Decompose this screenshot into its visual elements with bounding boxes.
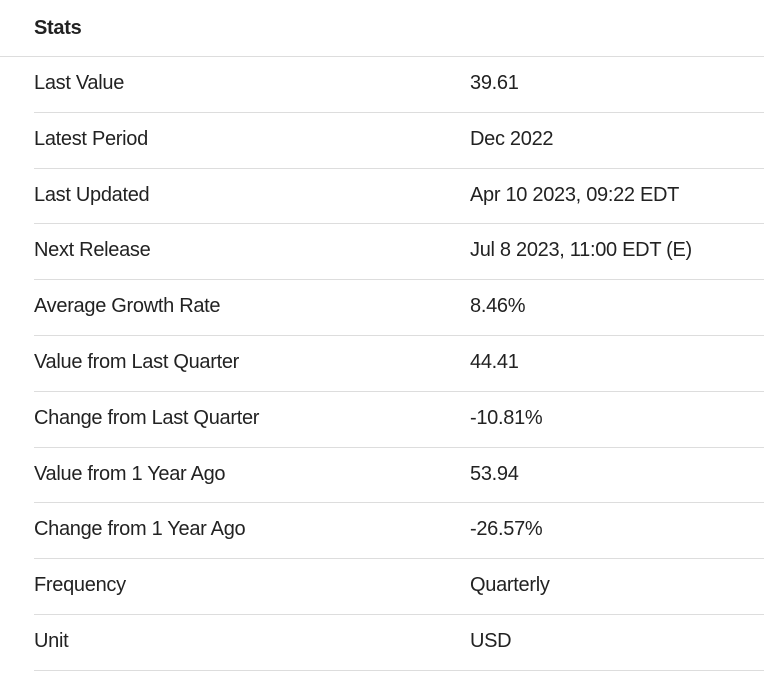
row-value: -26.57%: [470, 518, 543, 541]
row-label: Next Release: [34, 239, 151, 262]
row-label: Average Growth Rate: [34, 295, 221, 318]
row-label: Frequency: [34, 574, 126, 597]
row-label: Value from 1 Year Ago: [34, 462, 226, 485]
row-value: 8.46%: [470, 295, 526, 318]
stats-title: Stats: [34, 17, 82, 39]
stats-row: Frequency Quarterly: [34, 559, 764, 615]
row-value: 44.41: [470, 350, 519, 373]
row-label: Change from 1 Year Ago: [34, 518, 246, 541]
row-value: 53.94: [470, 462, 519, 485]
row-value: Apr 10 2023, 09:22 EDT: [470, 183, 680, 206]
row-label: Last Updated: [34, 183, 150, 206]
row-label: Unit: [34, 629, 69, 652]
row-value: Dec 2022: [470, 127, 554, 150]
stats-table: Last Value 39.61 Latest Period Dec 2022 Last…: [34, 57, 764, 671]
stats-row: Value from 1 Year Ago 53.94: [34, 448, 764, 504]
stats-row: Latest Period Dec 2022: [34, 113, 764, 169]
stats-row: Change from Last Quarter -10.81%: [34, 392, 764, 448]
row-value: USD: [470, 629, 512, 652]
stats-row: Change from 1 Year Ago -26.57%: [34, 503, 764, 560]
stats-row: Value from Last Quarter 44.41: [34, 336, 764, 392]
stats-row: Last Value 39.61: [34, 57, 764, 113]
row-value: Quarterly: [470, 574, 550, 597]
row-value: 39.61: [470, 72, 519, 94]
header-rule: [0, 56, 764, 57]
row-label: Latest Period: [34, 127, 148, 150]
stats-row: Last Updated Apr 10 2023, 09:22 EDT: [34, 169, 764, 225]
stats-row: Average Growth Rate 8.46%: [34, 280, 764, 336]
row-label: Last Value: [34, 72, 125, 94]
stats-row: Next Release Jul 8 2023, 11:00 EDT (E): [34, 224, 764, 281]
row-value: Jul 8 2023, 11:00 EDT (E): [470, 239, 692, 262]
row-label: Change from Last Quarter: [34, 406, 260, 429]
row-label: Value from Last Quarter: [34, 350, 240, 373]
row-value: -10.81%: [470, 406, 543, 429]
stats-row: Unit USD: [34, 615, 764, 671]
